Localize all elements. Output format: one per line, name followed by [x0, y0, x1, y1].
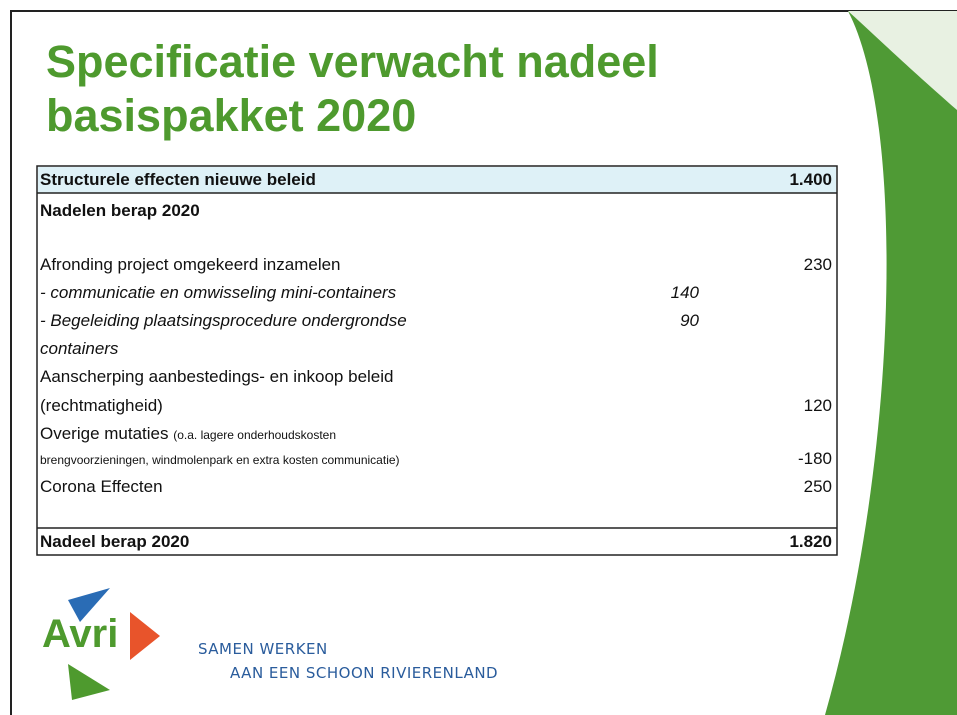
row-label: containers	[40, 339, 119, 358]
tagline: AAN EEN SCHOON RIVIERENLAND	[230, 664, 499, 682]
row-label: Afronding project omgekeerd inzamelen	[40, 255, 341, 274]
header-label: Structurele effecten nieuwe beleid	[40, 170, 316, 189]
total-label: Nadeel berap 2020	[40, 532, 190, 551]
curve-highlight	[848, 11, 957, 110]
logo-green	[68, 664, 110, 700]
header-fill	[38, 167, 836, 193]
green-curve	[825, 11, 957, 715]
row-sub: 140	[670, 283, 699, 302]
logo-orange	[130, 612, 160, 660]
header-amount: 1.400	[789, 170, 832, 189]
section-label: Nadelen berap 2020	[40, 201, 200, 220]
row-amount: -180	[797, 449, 832, 468]
row-label-text: Overige mutaties	[40, 424, 169, 443]
tagline: SAMEN WERKEN	[198, 640, 328, 658]
row-amount: 120	[803, 396, 832, 415]
row-amount: 230	[803, 255, 832, 274]
row-label: Aanscherping aanbestedings- en inkoop be…	[40, 367, 394, 386]
row-label: Corona Effecten	[40, 477, 163, 496]
row-label: - communicatie en omwisseling mini-conta…	[40, 283, 397, 302]
row-amount: 250	[803, 477, 832, 496]
row-sub: 90	[680, 311, 699, 330]
row-label: (rechtmatigheid)	[40, 396, 163, 415]
row-note: (o.a. lagere onderhoudskosten	[173, 428, 337, 442]
title-line: basispakket 2020	[46, 90, 417, 141]
logo-text: Avri	[42, 612, 119, 656]
row-label: - Begeleiding plaatsingsprocedure onderg…	[40, 311, 407, 330]
row-label: Overige mutaties (o.a. lagere onderhouds…	[40, 424, 336, 445]
title-line: Specificatie verwacht nadeel	[46, 36, 659, 87]
logo-blue	[68, 588, 110, 622]
total-amount: 1.820	[789, 532, 832, 551]
table-border	[36, 165, 838, 556]
row-note: brengvoorzieningen, windmolenpark en ext…	[40, 453, 400, 467]
